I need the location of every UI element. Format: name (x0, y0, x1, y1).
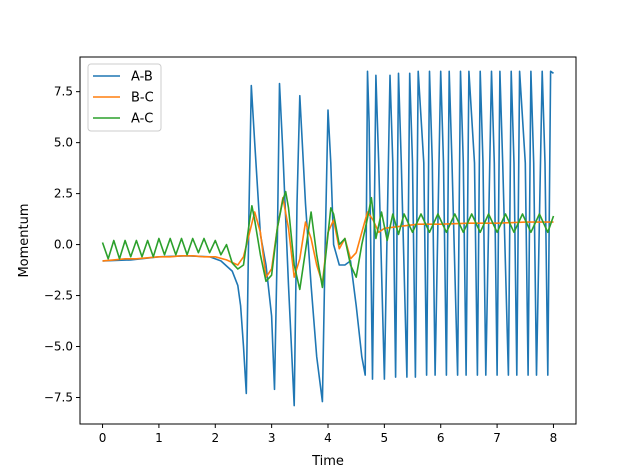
legend: A-B B-C A-C (87, 63, 162, 132)
y-tick-label: −5.0 (44, 340, 73, 354)
x-tick-label: 5 (381, 431, 389, 445)
series-line-b-c (102, 196, 554, 285)
x-tick-label: 4 (324, 431, 332, 445)
x-tick-label: 2 (211, 431, 219, 445)
series-layer (101, 70, 555, 407)
y-tick-label: 5.0 (54, 136, 73, 150)
y-tick-label: −2.5 (44, 289, 73, 303)
y-tick-label: 7.5 (54, 85, 73, 99)
y-axis-label: Momentum (17, 203, 32, 277)
x-tick-label: 6 (437, 431, 445, 445)
x-tick-label: 7 (493, 431, 501, 445)
y-tick-label: −7.5 (44, 390, 73, 404)
y-tick-label: 2.5 (54, 187, 73, 201)
y-tick-label: 0.0 (54, 238, 73, 252)
plot-frame (79, 56, 577, 425)
x-tick-label: 8 (550, 431, 558, 445)
x-tick-label: 0 (99, 431, 107, 445)
series-line-a-b (102, 70, 554, 407)
legend-label-a-b: A-B (131, 70, 153, 85)
legend-label-a-c: A-C (131, 112, 153, 127)
x-axis-label: Time (311, 454, 344, 469)
legend-label-b-c: B-C (131, 91, 154, 106)
series-line-a-c (101, 190, 555, 291)
x-tick-label: 3 (268, 431, 276, 445)
x-tick-label: 1 (155, 431, 163, 445)
ticks-layer: 0 1 2 3 4 5 6 7 8 −7.5 −5.0 −2.5 0.0 2.5 5.0 7.5 (44, 85, 557, 445)
legend-box (87, 63, 162, 132)
